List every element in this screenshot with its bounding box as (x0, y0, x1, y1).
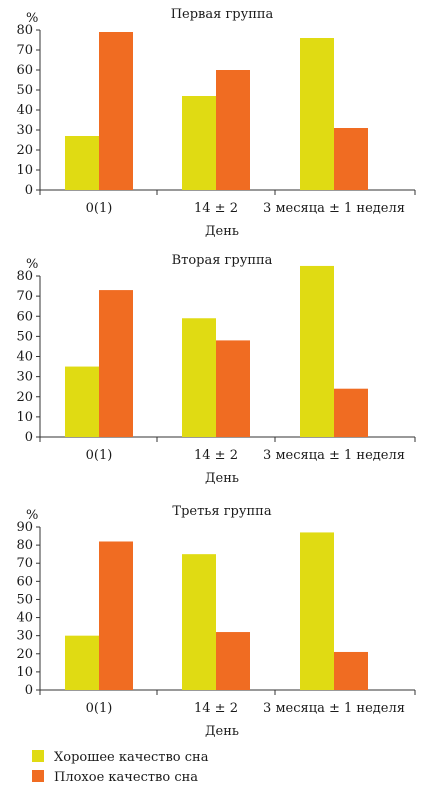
bar-bad-sleep-day-14 (216, 70, 250, 190)
y-tick-label: 20 (16, 390, 33, 405)
legend-swatch-good-sleep (32, 750, 44, 762)
x-category-label-month-3: 3 месяца ± 1 неделя (263, 201, 405, 216)
x-category-label-day-14: 14 ± 2 (194, 448, 238, 463)
bar-bad-sleep-day-0 (99, 32, 133, 190)
x-category-label-day-0: 0(1) (86, 701, 113, 716)
y-tick-label: 50 (16, 329, 33, 344)
bar-good-sleep-day-14 (182, 318, 216, 437)
y-tick-label: 50 (16, 83, 33, 98)
y-tick-label: 0 (25, 683, 33, 698)
x-category-label-day-0: 0(1) (86, 448, 113, 463)
bar-bad-sleep-day-14 (216, 632, 250, 690)
y-tick-label: 40 (16, 350, 33, 365)
y-tick-label: 30 (16, 629, 33, 644)
x-category-label-day-0: 0(1) (86, 201, 113, 216)
bar-bad-sleep-day-0 (99, 290, 133, 437)
y-tick-label: 30 (16, 370, 33, 385)
y-axis-unit-label: % (26, 508, 38, 523)
y-tick-label: 30 (16, 123, 33, 138)
bar-good-sleep-day-0 (65, 635, 99, 690)
y-tick-label: 70 (16, 289, 33, 304)
bar-good-sleep-month-3 (300, 265, 334, 437)
chart-panel-second-group: Вторая группа% 0 10 20 30 40 50 60 70 80 0(1) 14 ± … (16, 253, 416, 486)
y-tick-label: 10 (16, 665, 33, 680)
legend-label-good-sleep: Хорошее качество сна (54, 750, 209, 765)
bar-good-sleep-day-0 (65, 366, 99, 437)
y-axis-unit-label: % (26, 11, 38, 26)
x-axis-label: День (205, 224, 239, 239)
bar-bad-sleep-day-0 (99, 541, 133, 690)
chart-title-second: Вторая группа (172, 253, 273, 268)
bar-good-sleep-day-14 (182, 554, 216, 690)
bar-good-sleep-day-14 (182, 96, 216, 190)
chart-panel-third-group: Третья группа% 0 10 20 30 40 50 60 70 80 90 0(1) 14 … (16, 504, 416, 739)
x-category-label-month-3: 3 месяца ± 1 неделя (263, 448, 405, 463)
y-tick-label: 0 (25, 430, 33, 445)
chart-title-first: Первая группа (171, 7, 274, 22)
y-axis-unit-label: % (26, 257, 38, 272)
bar-bad-sleep-day-14 (216, 340, 250, 437)
y-tick-label: 60 (16, 309, 33, 324)
x-axis-label: День (205, 724, 239, 739)
chart-title-third: Третья группа (172, 504, 271, 519)
legend: Хорошее качество сна Плохое качество сна (32, 750, 209, 785)
x-category-label-month-3: 3 месяца ± 1 неделя (263, 701, 405, 716)
y-tick-label: 20 (16, 647, 33, 662)
bar-bad-sleep-month-3 (334, 388, 368, 437)
y-tick-label: 90 (16, 520, 33, 535)
y-tick-label: 70 (16, 556, 33, 571)
bar-bad-sleep-month-3 (334, 651, 368, 690)
legend-label-bad-sleep: Плохое качество сна (54, 770, 198, 785)
y-tick-label: 70 (16, 43, 33, 58)
bar-good-sleep-month-3 (300, 532, 334, 690)
y-tick-label: 20 (16, 143, 33, 158)
bar-bad-sleep-month-3 (334, 128, 368, 190)
y-tick-label: 10 (16, 163, 33, 178)
y-tick-label: 10 (16, 410, 33, 425)
y-tick-label: 60 (16, 63, 33, 78)
y-tick-label: 80 (16, 269, 33, 284)
bar-good-sleep-month-3 (300, 38, 334, 190)
x-category-label-day-14: 14 ± 2 (194, 201, 238, 216)
chart-panel-first-group: Первая группа% 0 10 20 30 40 50 60 70 80 0(1) 14 ± … (16, 7, 416, 239)
x-category-label-day-14: 14 ± 2 (194, 701, 238, 716)
y-tick-label: 40 (16, 611, 33, 626)
x-axis-label: День (205, 471, 239, 486)
bar-good-sleep-day-0 (65, 136, 99, 190)
y-tick-label: 50 (16, 592, 33, 607)
legend-swatch-bad-sleep (32, 770, 44, 782)
y-tick-label: 80 (16, 538, 33, 553)
y-tick-label: 40 (16, 103, 33, 118)
y-tick-label: 60 (16, 574, 33, 589)
y-tick-label: 80 (16, 23, 33, 38)
y-tick-label: 0 (25, 183, 33, 198)
